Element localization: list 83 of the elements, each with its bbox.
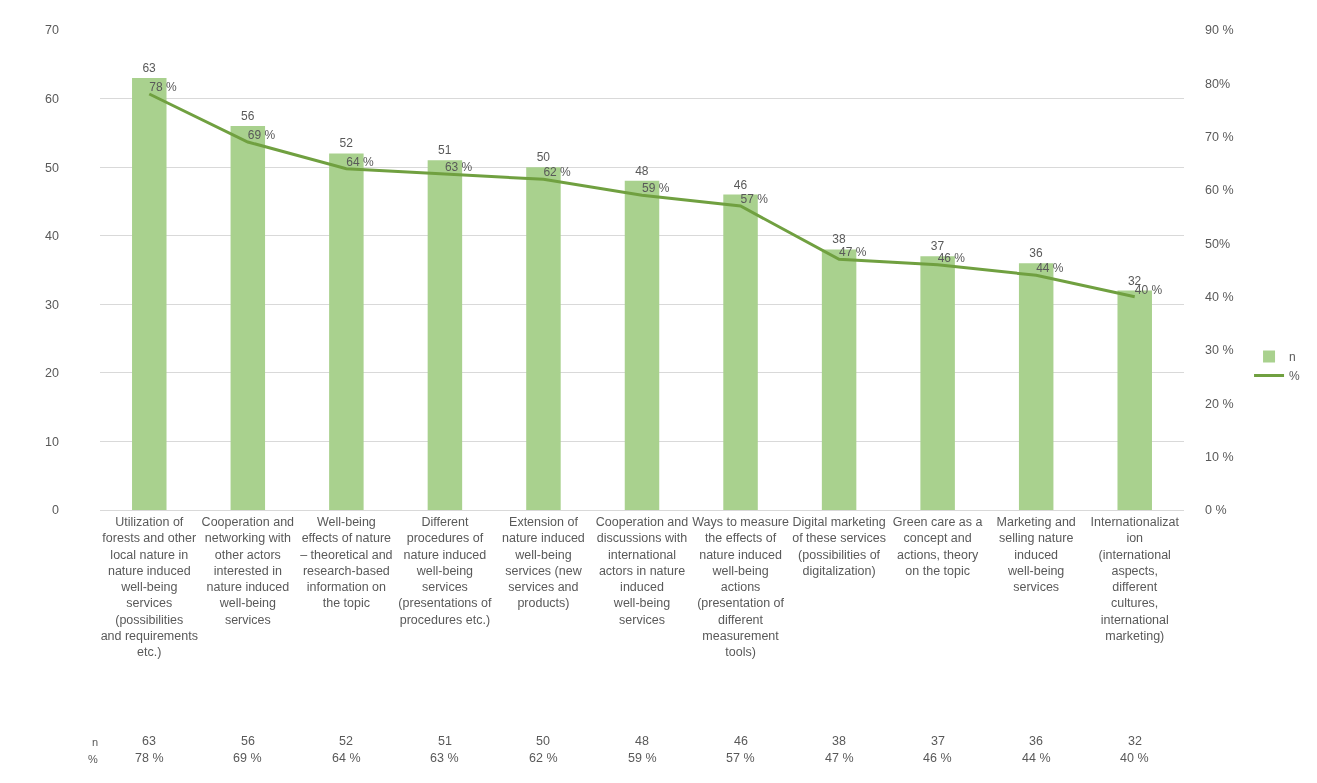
text: 37	[930, 239, 945, 254]
text: %	[88, 753, 98, 765]
data-label: 63	[142, 734, 156, 748]
data-label: 37	[931, 734, 945, 748]
y2-tick-label: 70 %	[1205, 130, 1234, 145]
text: 64 %	[346, 154, 374, 169]
data-label: 59 %	[628, 751, 657, 765]
y2-tick-label: 40 %	[1205, 290, 1234, 305]
x-tick-label: Extension of nature induced well-being services (new services and products)	[502, 515, 585, 611]
text: 62 %	[543, 165, 571, 180]
x-tick-label: Different procedures of nature induced well-being services (presentations of procedures etc.)	[398, 515, 492, 627]
data-label: 44 %	[1022, 751, 1051, 765]
text: n	[92, 736, 99, 748]
y-tick-label: 50	[45, 160, 60, 175]
legend-label: %	[1289, 369, 1301, 384]
x-tick-label: Internationalization (international aspects, different cultures, international marketing)	[1090, 515, 1180, 643]
data-label: 56	[241, 734, 255, 748]
text: 59 %	[642, 181, 670, 196]
x-tick-label: Marketing and selling nature induced well-being services	[996, 515, 1076, 594]
y2-tick-label: 10 %	[1205, 450, 1234, 465]
data-label: 40 %	[1120, 751, 1149, 765]
y-tick-label: 20	[45, 366, 60, 381]
x-tick-label: Cooperation and discussions with international actors in nature induced well-being services	[595, 515, 689, 627]
y-tick-label: 0	[52, 503, 60, 518]
text: 57 %	[740, 192, 768, 206]
y2-tick-label: 20 %	[1205, 396, 1234, 411]
y2-tick-label: 90 %	[1205, 23, 1234, 38]
bar	[230, 126, 266, 510]
data-label: 69 %	[233, 751, 262, 765]
data-label: 50	[536, 734, 550, 748]
y2-tick-label: 80%	[1205, 76, 1231, 91]
y-tick-label: 60	[45, 91, 60, 106]
x-tick-label: Well-being effects of nature – theoretical and research-based information on the topic	[300, 515, 393, 611]
data-label: 51	[438, 734, 452, 748]
y-tick-label: 40	[45, 229, 60, 244]
text: 63 %	[444, 160, 473, 174]
data-label: 52	[339, 734, 353, 748]
data-label: 47 %	[825, 751, 854, 765]
bar	[1018, 263, 1054, 510]
text: 78 %	[149, 80, 177, 94]
data-label: 63 %	[430, 751, 459, 765]
text: 48	[635, 163, 649, 178]
bar	[329, 153, 364, 510]
bar	[526, 167, 561, 510]
x-tick-label: Green care as a concept and actions, theory on the topic	[892, 515, 983, 578]
x-tick-label: Cooperation and networking with other actors interested in nature induced well-being services	[201, 515, 295, 627]
data-label: 36	[1029, 734, 1043, 748]
y2-tick-label: 50%	[1205, 236, 1231, 251]
text: 69 %	[247, 128, 276, 142]
y-tick-label: 70	[45, 23, 60, 38]
x-tick-label: Digital marketing of these services (possibilities of digitalization)	[792, 515, 886, 578]
text: 51	[438, 143, 452, 158]
data-label: 62 %	[529, 751, 558, 765]
bar	[624, 180, 660, 510]
legend-label: n	[1289, 350, 1296, 365]
bar	[132, 78, 167, 510]
data-label: 64 %	[332, 751, 361, 765]
text: 38	[832, 232, 846, 247]
bar	[821, 249, 857, 510]
text: 63	[142, 61, 156, 75]
category-label: Ways to measure the effects of nature induced well-being actions (presentation of different measurement tools)	[692, 515, 789, 659]
data-label: 32	[1128, 734, 1142, 748]
y-tick-label: 30	[45, 297, 60, 312]
text: 44 %	[1036, 261, 1064, 276]
text: 36	[1029, 246, 1043, 261]
data-label: 48	[635, 734, 649, 748]
data-label: 57 %	[726, 751, 755, 765]
text: 56	[240, 109, 255, 123]
y2-tick-label: 0 %	[1205, 503, 1227, 518]
bar	[427, 160, 463, 510]
text: 46	[733, 177, 748, 192]
y2-tick-label: 60 %	[1205, 183, 1234, 198]
bar	[723, 194, 758, 510]
data-label: 38	[832, 734, 846, 748]
data-label: 46	[734, 734, 748, 748]
y-tick-label: 10	[45, 434, 60, 449]
category-label: Utilization of forests and other local nature in nature induced well-being services (possibilities and requirements etc.)	[100, 515, 198, 659]
text: 52	[339, 136, 353, 151]
text: 50	[536, 150, 550, 165]
text: 47 %	[839, 245, 867, 260]
data-label: 46 %	[923, 751, 952, 765]
data-label: 78 %	[135, 751, 164, 765]
y2-tick-label: 30 %	[1205, 343, 1234, 358]
